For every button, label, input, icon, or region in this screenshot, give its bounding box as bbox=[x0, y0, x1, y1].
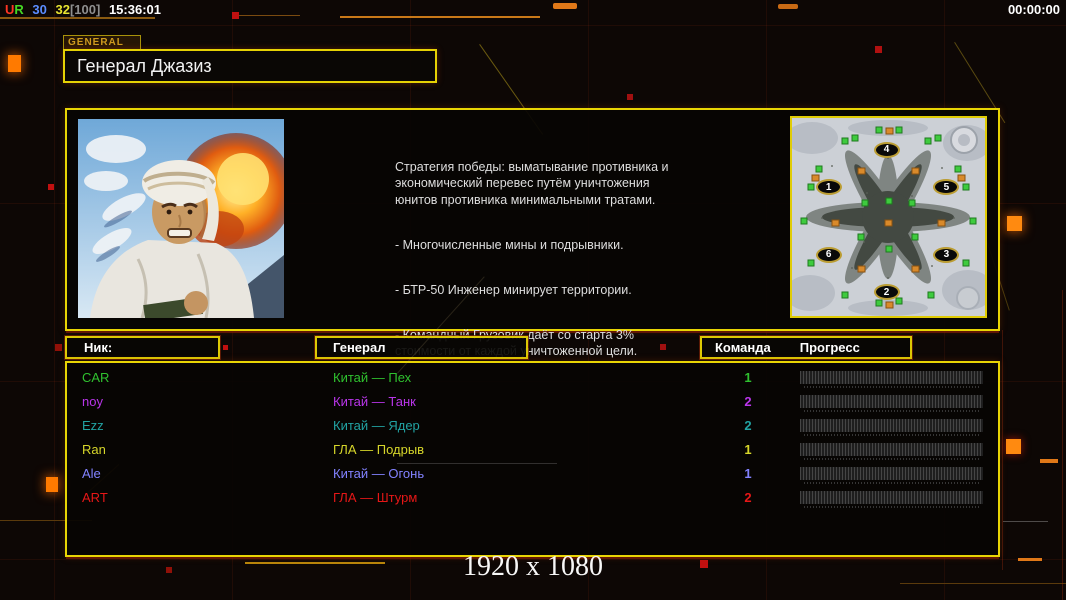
player-general: Китай — Пех bbox=[333, 370, 412, 385]
status-seg-r: R bbox=[14, 2, 24, 17]
player-team: 2 bbox=[744, 418, 752, 433]
player-nick: noy bbox=[82, 394, 103, 409]
general-info-panel: Стратегия победы: выматывание противника… bbox=[65, 108, 1000, 358]
strategy-paragraph: Стратегия победы: выматывание противника… bbox=[395, 159, 669, 207]
circuit-trace bbox=[553, 3, 577, 9]
player-row: Ezz Китай — Ядер 2 bbox=[67, 415, 998, 438]
circuit-trace bbox=[900, 583, 1066, 584]
map-preview: 1 2 3 4 5 6 bbox=[790, 116, 987, 318]
circuit-trace bbox=[778, 4, 798, 9]
player-team: 2 bbox=[744, 490, 752, 505]
accent-square bbox=[223, 345, 228, 350]
match-timer: 00:00:00 bbox=[1007, 2, 1060, 17]
column-header-nick: Ник: bbox=[65, 336, 220, 359]
strategy-paragraph: - БТР-50 Инженер минирует территории. bbox=[395, 282, 632, 297]
circuit-trace bbox=[340, 16, 540, 18]
player-team: 2 bbox=[744, 394, 752, 409]
map-start-position: 5 bbox=[933, 179, 960, 196]
map-terrain bbox=[792, 118, 985, 316]
header-progress-label: Прогресс bbox=[799, 340, 860, 355]
general-tab-label: GENERAL bbox=[63, 35, 141, 49]
header-team-label: Команда bbox=[715, 340, 771, 355]
accent-square bbox=[232, 12, 239, 19]
status-seg-32: 32 bbox=[55, 2, 70, 17]
map-start-position: 4 bbox=[873, 141, 900, 158]
circuit-trace bbox=[1002, 330, 1003, 570]
player-row: Ran ГЛА — Подрыв 1 bbox=[67, 439, 998, 462]
general-portrait bbox=[78, 119, 294, 322]
accent-square bbox=[46, 477, 58, 492]
map-start-position: 6 bbox=[815, 246, 842, 263]
player-general: Китай — Огонь bbox=[333, 466, 425, 481]
status-seg-100: [100] bbox=[69, 2, 101, 17]
accent-square bbox=[55, 344, 62, 351]
player-row: noy Китай — Танк 2 bbox=[67, 391, 998, 414]
player-nick: Ran bbox=[82, 442, 106, 457]
accent-square bbox=[48, 184, 54, 190]
player-row: CAR Китай — Пех 1 bbox=[67, 367, 998, 390]
column-header-general: Генерал bbox=[315, 336, 528, 359]
progress-bar bbox=[800, 491, 983, 508]
player-general: ГЛА — Подрыв bbox=[333, 442, 425, 457]
accent-square bbox=[1007, 216, 1022, 231]
accent-square bbox=[1006, 439, 1021, 454]
map-start-position: 1 bbox=[815, 179, 842, 196]
player-row: Ale Китай — Огонь 1 bbox=[67, 463, 998, 486]
status-seg-u: U bbox=[5, 2, 15, 17]
progress-bar bbox=[800, 467, 983, 484]
player-nick: Ezz bbox=[82, 418, 104, 433]
accent-square bbox=[627, 94, 633, 100]
player-team: 1 bbox=[744, 370, 752, 385]
gentool-status-bar: UR 30 32[100] 15:36:01 bbox=[5, 2, 161, 17]
status-clock: 15:36:01 bbox=[108, 2, 161, 17]
progress-bar bbox=[800, 371, 983, 388]
progress-bar bbox=[800, 443, 983, 460]
header-nick-label: Ник: bbox=[84, 340, 113, 355]
player-nick: Ale bbox=[82, 466, 101, 481]
player-team: 1 bbox=[744, 442, 752, 457]
accent-square bbox=[8, 55, 21, 72]
player-nick: CAR bbox=[82, 370, 110, 385]
accent-square bbox=[875, 46, 882, 53]
player-row: ART ГЛА — Штурм 2 bbox=[67, 487, 998, 510]
header-general-label: Генерал bbox=[333, 340, 386, 355]
circuit-trace bbox=[0, 17, 155, 19]
resolution-label: 1920 x 1080 bbox=[463, 551, 603, 582]
players-panel: CAR Китай — Пех 1 noy Китай — Танк 2 Ezz… bbox=[65, 276, 1000, 557]
player-general: Китай — Ядер bbox=[333, 418, 420, 433]
map-start-position: 3 bbox=[933, 246, 960, 263]
map-start-position: 2 bbox=[873, 284, 900, 301]
progress-bar bbox=[800, 395, 983, 412]
player-general: ГЛА — Штурм bbox=[333, 490, 418, 505]
player-team: 1 bbox=[744, 466, 752, 481]
general-name: Генерал Джазиз bbox=[77, 55, 212, 76]
player-general: Китай — Танк bbox=[333, 394, 416, 409]
status-seg-30: 30 bbox=[32, 2, 47, 17]
column-header-team-progress: Команда Прогресс bbox=[700, 336, 912, 359]
circuit-trace bbox=[1040, 459, 1058, 463]
player-nick: ART bbox=[82, 490, 108, 505]
general-title-box: Генерал Джазиз bbox=[63, 49, 437, 83]
circuit-trace bbox=[232, 15, 300, 16]
strategy-paragraph: - Многочисленные мины и подрывники. bbox=[395, 237, 624, 252]
progress-bar bbox=[800, 419, 983, 436]
circuit-trace bbox=[1003, 521, 1048, 522]
strategy-text: Стратегия победы: выматывание противника… bbox=[395, 142, 795, 388]
